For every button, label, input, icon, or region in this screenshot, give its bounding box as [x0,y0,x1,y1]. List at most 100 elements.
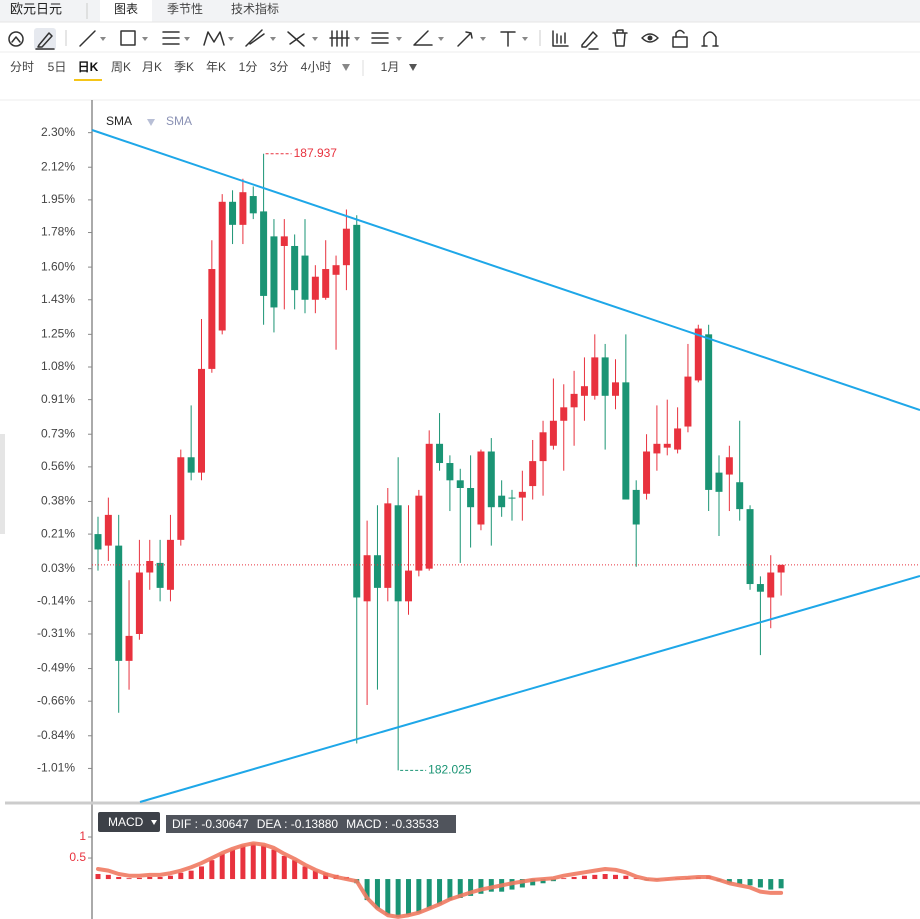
candle-body [436,443,444,464]
tool-icon[interactable] [79,30,106,47]
candle-body [570,393,578,408]
candle-body [715,472,723,492]
candle-body [322,269,330,298]
macd-panel: DIF : -0.30647 DEA : -0.13880 MACD : -0.33… [69,817,784,919]
trend-line[interactable] [139,575,920,803]
period-option[interactable]: 3分 [270,60,289,74]
stats-box [166,815,456,833]
tool-icon[interactable] [552,30,569,47]
tool-icon[interactable] [457,31,486,47]
low-label: 182.025 [428,763,472,777]
tool-icon[interactable] [371,32,402,44]
candle-body [498,495,506,508]
candle-body [353,224,361,598]
active-tab-bg [100,0,152,22]
tool-icon[interactable] [162,31,190,45]
tab[interactable]: 图表 [114,2,138,16]
active-underline [74,79,102,81]
legend-arrow[interactable] [147,119,155,126]
tool-icon[interactable] [612,29,628,47]
period-option[interactable]: 周K [111,60,131,74]
tool-icon[interactable] [120,30,148,46]
macd-bar [385,879,391,915]
period-option[interactable]: 5日 [48,60,67,74]
period-option[interactable]: 1分 [239,60,258,74]
macd-bar [250,843,256,880]
dropdown-arrow[interactable] [151,820,157,825]
period-option[interactable]: 4小时 [301,60,332,74]
candle-body [384,503,392,588]
macd-bar [623,875,629,880]
tool-icon[interactable] [701,31,719,47]
candle-body [487,451,495,508]
tool-icon[interactable] [672,29,688,48]
candle-body [280,236,288,246]
macd-bar [737,879,743,885]
candle-body [539,432,547,462]
macd-bar [105,874,111,880]
macd-bar [571,876,577,880]
candle-body [612,382,619,396]
trend-line[interactable] [91,129,920,411]
macd-bar [157,876,163,880]
candle-body [674,428,682,450]
macd-bar [271,849,277,880]
toolbar [8,28,719,50]
macd-bar [602,874,608,880]
side-handle[interactable] [0,434,5,534]
y-tick-label: -0.66% [37,693,75,707]
tool-icon[interactable] [581,31,599,50]
macd-bar [768,879,774,890]
tool-icon[interactable] [329,30,360,47]
macd-bar [147,876,153,880]
candle-body [601,357,609,396]
tool-icon[interactable] [413,30,444,46]
macd-bar [426,879,432,909]
y-tick-label: 0.56% [41,459,75,473]
macd-bar [540,879,546,884]
macd-bar [374,879,380,909]
y-tick-label: -0.84% [37,728,75,742]
tool-icon[interactable] [203,31,234,46]
candle-body [291,245,299,291]
tool-icon[interactable] [245,29,276,47]
macd-bar [302,866,308,880]
candle-body [767,572,775,598]
indicator-select[interactable] [98,812,160,832]
range-select[interactable]: 1月 [381,60,400,74]
period-option[interactable]: 月K [142,60,162,74]
period-option[interactable]: 季K [174,60,194,74]
y-tick-label: 1.95% [41,192,75,206]
candle-body [405,570,412,602]
macd-bar [281,855,287,880]
candle-body [156,562,164,588]
macd-bar [447,879,453,901]
dropdown-arrow[interactable] [409,64,417,71]
candle-body [467,487,475,508]
indicator-stat: DIF : -0.30647 [172,817,249,831]
legend-item[interactable]: SMA [166,114,192,128]
macd-bar [633,878,639,880]
macd-bar [292,860,298,880]
tool-icon[interactable] [500,31,528,47]
tool-icon[interactable] [641,33,659,43]
candle-body [632,489,640,525]
macd-bar [416,879,422,913]
candle-body [208,269,216,369]
legend-item[interactable]: SMA [106,114,132,128]
tool-icon[interactable] [8,31,24,47]
period-option[interactable]: 年K [206,60,226,74]
tab[interactable]: 技术指标 [231,1,279,16]
period-option[interactable]: 日K [78,60,99,74]
y-tick-label: 1.25% [41,327,75,341]
macd-bar [457,879,463,898]
tab[interactable]: 季节性 [167,2,203,16]
macd-bar [240,845,246,880]
dropdown-arrow[interactable] [342,64,350,71]
macd-bar [261,845,267,880]
macd-bar [468,879,474,896]
period-option[interactable]: 分时 [10,60,34,74]
tool-icon[interactable] [287,31,318,47]
tool-icon[interactable] [35,32,55,50]
